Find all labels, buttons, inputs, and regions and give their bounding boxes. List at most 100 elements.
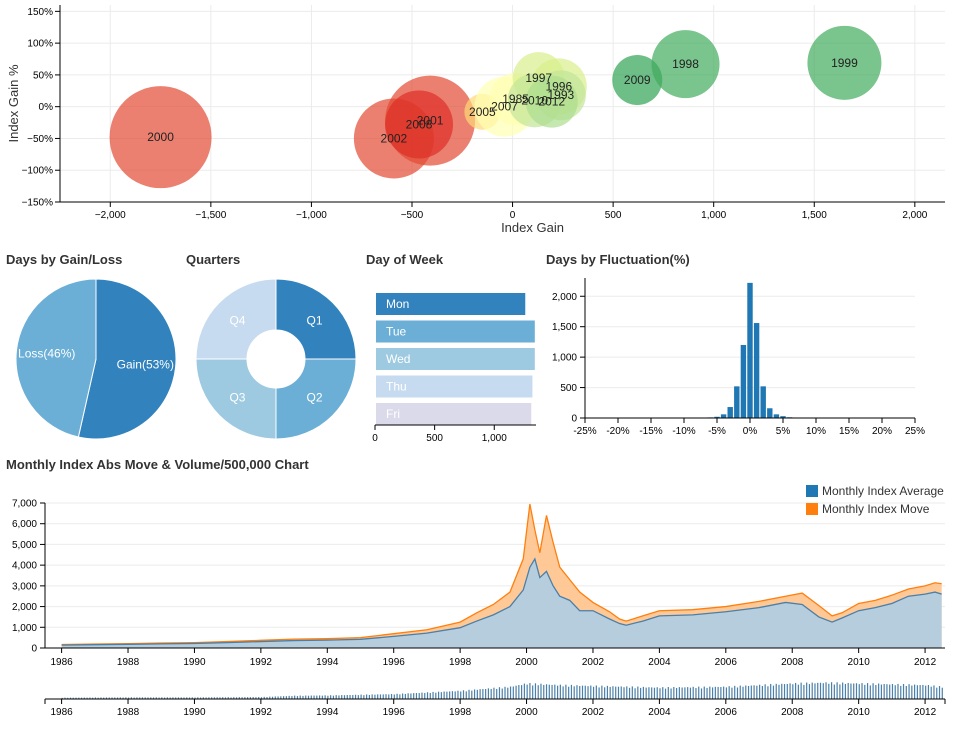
fluct-bar[interactable] xyxy=(767,408,772,418)
fluct-bar[interactable] xyxy=(734,386,739,418)
legend-item-average[interactable]: Monthly Index Average xyxy=(806,484,944,498)
legend-label-average: Monthly Index Average xyxy=(822,484,944,498)
fluct-bar[interactable] xyxy=(774,414,779,418)
volume-bar xyxy=(524,684,525,699)
volume-bar xyxy=(496,689,497,699)
volume-bar xyxy=(385,694,386,699)
monthly-y-tick-label: 4,000 xyxy=(12,561,37,572)
monthly-x-tick-label: 2012 xyxy=(914,657,937,668)
fluct-bar[interactable] xyxy=(760,386,765,418)
fluct-bar[interactable] xyxy=(747,283,752,418)
fluct-bar[interactable] xyxy=(721,414,726,418)
volume-bar xyxy=(377,694,378,699)
volume-bar xyxy=(615,687,616,699)
volume-bar xyxy=(607,686,608,699)
volume-x-tick-label: 1992 xyxy=(250,707,273,718)
volume-x-tick-label: 1996 xyxy=(383,707,406,718)
volume-bar xyxy=(394,695,395,699)
volume-bar xyxy=(870,685,871,699)
fluct-bar[interactable] xyxy=(754,323,759,418)
volume-bar xyxy=(831,682,832,699)
fluct-x-tick-label: -15% xyxy=(639,426,662,437)
volume-bar xyxy=(563,686,564,699)
volume-bar xyxy=(313,696,314,699)
volume-bar xyxy=(931,687,932,699)
dow-x-tick-label: 0 xyxy=(372,433,378,444)
volume-bar xyxy=(626,686,627,699)
legend-item-move[interactable]: Monthly Index Move xyxy=(806,502,929,516)
bubble-x-tick-label: 2,000 xyxy=(902,210,927,221)
legend-swatch-move xyxy=(806,503,818,515)
volume-bar xyxy=(527,685,528,699)
volume-bar xyxy=(687,687,688,699)
fluct-bar[interactable] xyxy=(741,345,746,418)
volume-bar xyxy=(551,685,552,699)
volume-bar xyxy=(468,690,469,699)
volume-bar xyxy=(878,684,879,699)
bubble-x-tick-label: 500 xyxy=(605,210,622,221)
quarter-slice-label: Q1 xyxy=(307,313,323,327)
volume-bar xyxy=(659,688,660,699)
volume-bar xyxy=(823,683,824,699)
volume-bar xyxy=(413,693,414,699)
volume-bar xyxy=(632,686,633,699)
gain-loss-title: Days by Gain/Loss xyxy=(6,252,122,267)
day-of-week-title: Day of Week xyxy=(366,252,443,267)
day-bar-label: Mon xyxy=(386,297,409,311)
volume-bar xyxy=(444,692,445,699)
volume-bar xyxy=(753,685,754,699)
monthly-x-tick-label: 1988 xyxy=(117,657,140,668)
legend-label-move: Monthly Index Move xyxy=(822,502,929,516)
volume-bar xyxy=(709,687,710,699)
volume-bar xyxy=(621,686,622,699)
volume-bar xyxy=(499,687,500,699)
volume-bar xyxy=(853,683,854,699)
volume-bar xyxy=(355,695,356,699)
gain-loss-slice-label: Loss(46%) xyxy=(18,347,75,361)
bubble-y-tick-label: 0% xyxy=(39,102,54,113)
fluct-bar[interactable] xyxy=(727,407,732,418)
volume-bar xyxy=(657,687,658,699)
volume-bar xyxy=(778,685,779,699)
volume-bar xyxy=(360,695,361,699)
volume-bar xyxy=(889,685,890,699)
volume-bar xyxy=(734,686,735,699)
volume-bar xyxy=(704,687,705,699)
volume-bar xyxy=(300,696,301,699)
volume-bar xyxy=(338,695,339,699)
volume-bar xyxy=(408,693,409,699)
volume-bar xyxy=(576,685,577,699)
monthly-y-tick-label: 5,000 xyxy=(12,540,37,551)
volume-bar xyxy=(449,691,450,699)
bubble-x-axis-label: Index Gain xyxy=(501,220,564,235)
volume-bar xyxy=(488,688,489,699)
bubble-x-tick-label: −2,000 xyxy=(95,210,126,221)
volume-bar xyxy=(349,695,350,699)
volume-bar xyxy=(884,684,885,699)
volume-bar xyxy=(549,685,550,699)
volume-bar xyxy=(682,688,683,699)
volume-bar xyxy=(765,684,766,699)
volume-bar xyxy=(720,687,721,699)
volume-bar xyxy=(491,689,492,699)
volume-bar xyxy=(504,687,505,699)
volume-bar xyxy=(325,695,326,699)
volume-bar xyxy=(518,685,519,699)
volume-bar xyxy=(352,695,353,699)
fluct-x-tick-label: 0% xyxy=(743,426,758,437)
volume-bar xyxy=(792,684,793,699)
volume-bar xyxy=(684,687,685,699)
volume-bar xyxy=(803,685,804,699)
volume-bar xyxy=(480,689,481,699)
volume-bar xyxy=(814,683,815,699)
bubble-label-2012: 2012 xyxy=(538,95,565,109)
volume-bar xyxy=(861,683,862,699)
bubble-label-2000: 2000 xyxy=(147,130,174,144)
volume-bar xyxy=(421,693,422,699)
volume-bar xyxy=(585,686,586,699)
volume-bar xyxy=(618,687,619,699)
